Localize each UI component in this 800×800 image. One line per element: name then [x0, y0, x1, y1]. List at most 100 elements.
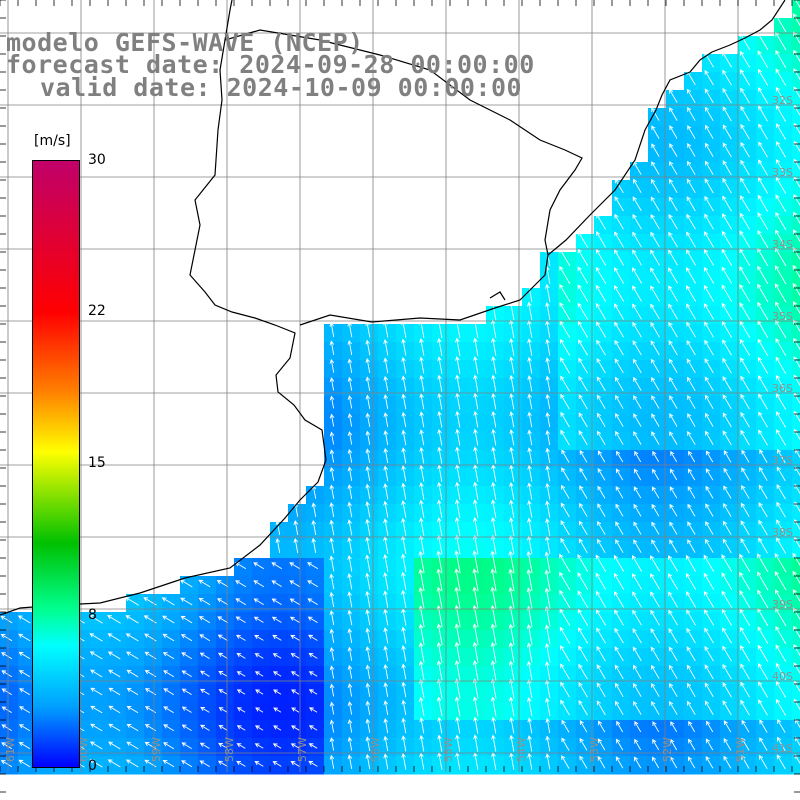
wind-vector [722, 160, 732, 176]
wind-vector [490, 660, 497, 681]
wind-vector [347, 591, 353, 608]
wind-vector [668, 573, 678, 590]
wind-vector [615, 521, 624, 535]
wind-vector [491, 734, 497, 752]
wind-vector [579, 467, 588, 481]
wind-vector [668, 321, 678, 338]
wind-vector [650, 321, 660, 338]
wind-vector [633, 178, 642, 194]
wind-vector [307, 580, 319, 588]
wind-vector [473, 392, 479, 410]
wind-vector [757, 265, 769, 285]
wind-vector [775, 86, 787, 104]
wind-vector [703, 590, 714, 608]
wind-vector [687, 539, 696, 553]
wind-vector [632, 554, 642, 572]
wind-vector [633, 503, 642, 517]
wind-vector [329, 466, 335, 481]
wind-vector [704, 88, 714, 104]
wind-vector [632, 340, 642, 356]
wind-vector [490, 499, 497, 519]
wind-vector [545, 500, 551, 518]
wind-vector [218, 707, 228, 713]
wind-vector [107, 633, 121, 642]
wind-vector [651, 521, 660, 535]
wind-vector [527, 735, 533, 752]
wind-vector [218, 689, 228, 695]
wind-vector [526, 283, 533, 303]
wind-vector [329, 321, 335, 338]
wind-vector [739, 230, 751, 248]
wind-vector [560, 699, 570, 716]
wind-vector [383, 753, 389, 770]
wind-vector [293, 520, 299, 536]
wind-vector [365, 572, 371, 590]
wind-vector [125, 759, 139, 768]
wind-vector [383, 590, 389, 608]
wind-vector [633, 539, 642, 553]
wind-speed-cell [792, 756, 800, 775]
wind-vector [597, 521, 606, 535]
wind-vector [163, 724, 175, 732]
wind-vector [704, 609, 714, 626]
wind-vector [669, 160, 678, 175]
wind-vector [650, 303, 660, 320]
wind-vector [561, 719, 570, 733]
wind-vector [792, 301, 800, 315]
wind-vector [473, 410, 479, 428]
wind-vector [650, 646, 660, 662]
wind-vector [704, 213, 714, 230]
wind-vector [686, 196, 696, 212]
wind-vector [436, 534, 443, 555]
wind-vector [651, 125, 660, 139]
wind-vector [526, 550, 533, 574]
wind-vector [703, 572, 715, 590]
wind-vector [723, 720, 732, 733]
wind-vector [126, 741, 139, 750]
wind-vector [491, 481, 497, 500]
wind-vector [740, 393, 750, 410]
wind-vector [634, 450, 642, 463]
wind-vector [776, 466, 786, 482]
wind-vector [419, 338, 425, 356]
wind-vector [436, 319, 443, 339]
wind-vector [365, 590, 371, 608]
wind-vector [560, 681, 570, 698]
wind-vector [509, 374, 515, 392]
wind-vector [418, 678, 425, 699]
wind-vector [88, 615, 103, 624]
wind-vector [383, 700, 389, 716]
wind-vector [418, 535, 425, 555]
wind-vector [437, 481, 443, 500]
wind-vector [290, 743, 300, 749]
wind-vector [490, 623, 497, 645]
wind-vector [706, 450, 714, 463]
wind-vector [596, 376, 606, 392]
wind-vector [632, 591, 642, 608]
wind-vector [347, 519, 353, 536]
wind-speed-cell [792, 450, 800, 469]
wind-vector [473, 734, 479, 752]
wind-vector [758, 519, 768, 536]
wind-speed-cell [792, 360, 800, 379]
wind-vector [217, 616, 229, 624]
wind-vector [1, 652, 13, 660]
wind-vector [560, 537, 570, 554]
wind-vector [401, 500, 407, 518]
wind-vector [705, 124, 714, 140]
wind-vector [670, 450, 678, 463]
wind-vector [255, 689, 264, 695]
wind-vector [544, 587, 551, 609]
wind-vector [291, 707, 300, 713]
wind-vector [490, 300, 497, 321]
wind-vector [527, 356, 533, 374]
wind-vector [271, 616, 282, 623]
wind-vector [218, 725, 228, 731]
wind-speed-cell [792, 72, 800, 91]
wind-vector [578, 339, 588, 356]
wind-vector [401, 699, 407, 716]
wind-vector [668, 267, 678, 284]
wind-vector [491, 392, 497, 410]
wind-vector [491, 356, 497, 374]
